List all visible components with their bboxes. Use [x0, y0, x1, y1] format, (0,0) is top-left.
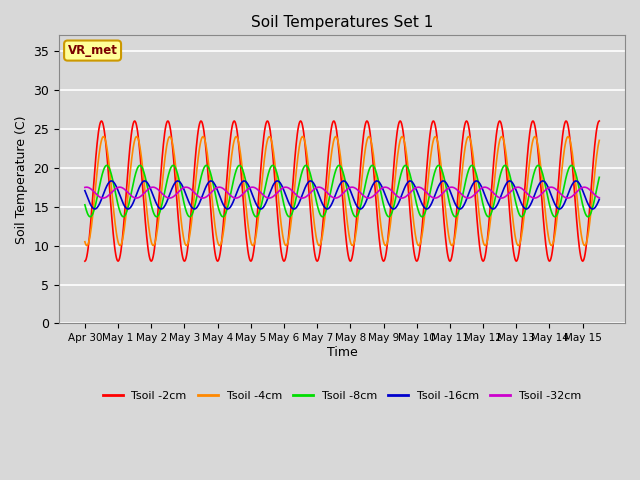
Y-axis label: Soil Temperature (C): Soil Temperature (C) [15, 115, 28, 244]
X-axis label: Time: Time [326, 346, 358, 359]
Title: Soil Temperatures Set 1: Soil Temperatures Set 1 [251, 15, 433, 30]
Legend: Tsoil -2cm, Tsoil -4cm, Tsoil -8cm, Tsoil -16cm, Tsoil -32cm: Tsoil -2cm, Tsoil -4cm, Tsoil -8cm, Tsoi… [98, 386, 586, 406]
Text: VR_met: VR_met [68, 44, 118, 57]
